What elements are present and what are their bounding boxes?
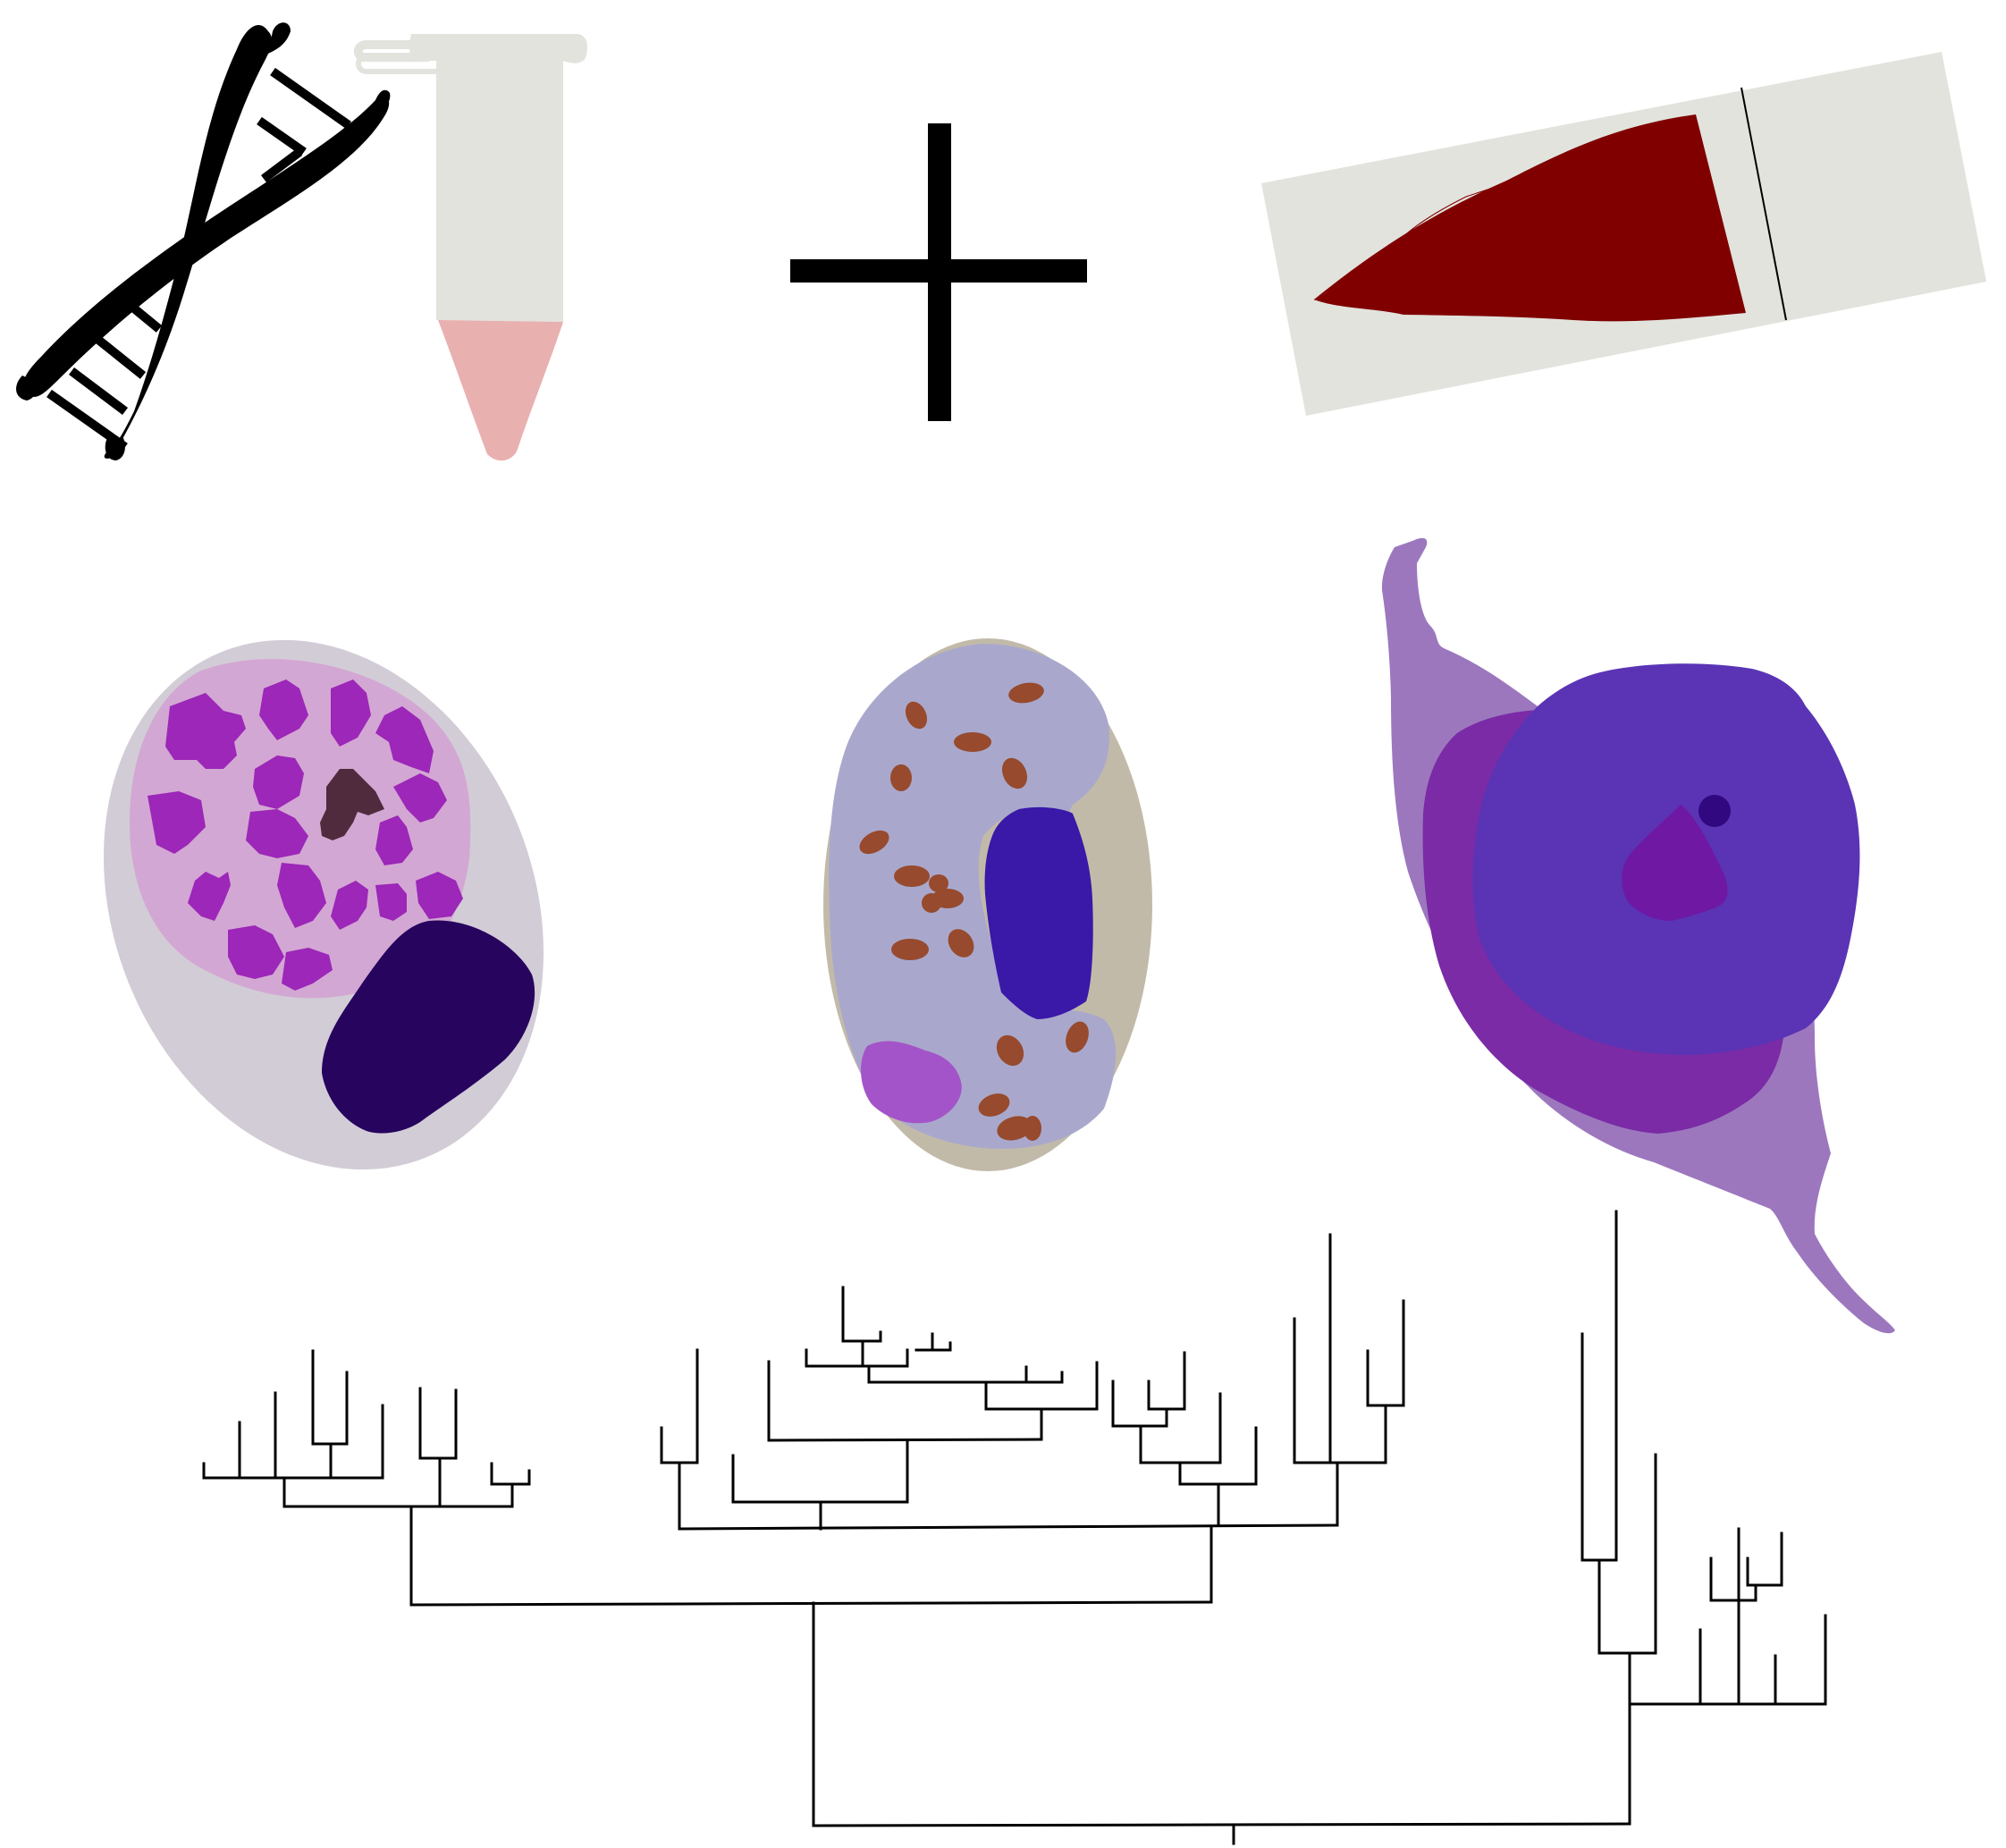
slide-label-line — [1740, 87, 1787, 321]
granule — [996, 1034, 1024, 1067]
dna-rungs — [46, 67, 351, 451]
dna-strand-1-cap — [268, 22, 291, 54]
dna-strand-2 — [22, 96, 390, 397]
cell3-inner-body — [1622, 805, 1728, 921]
granule — [228, 925, 284, 979]
granule — [922, 893, 941, 913]
tree-branch — [678, 1523, 1339, 1531]
thrombocyte-like-cell-icon — [1381, 537, 1895, 1334]
cell2-granules — [859, 682, 1089, 1141]
granule — [416, 872, 463, 919]
dna-strand-2-cap — [375, 89, 391, 109]
granule — [1024, 1116, 1041, 1141]
granule — [859, 830, 889, 855]
cell2-lilac-cluster — [861, 1041, 962, 1124]
cell1-granules — [148, 679, 463, 991]
eosinophil-like-cell-icon — [823, 638, 1152, 1171]
granule — [253, 755, 304, 809]
tree-branch — [767, 1438, 1043, 1442]
granule — [1001, 757, 1028, 789]
granule — [375, 706, 434, 773]
granule — [148, 791, 206, 854]
granule — [997, 1116, 1032, 1141]
granule — [331, 881, 368, 930]
microcentrifuge-tube-icon — [353, 34, 587, 461]
granule — [165, 693, 246, 769]
cell1-inclusion — [320, 769, 384, 840]
granule — [891, 939, 929, 960]
granule — [277, 863, 326, 928]
cell3-nucleolus — [1698, 795, 1731, 827]
plus-horizontal-bar — [790, 259, 1087, 283]
dna-strand-1-end — [105, 438, 125, 460]
tree-branch — [409, 1600, 1213, 1607]
blood-smear — [1314, 114, 1746, 322]
granule — [1008, 682, 1044, 704]
smear-tip — [1314, 179, 1511, 300]
phylogenetic-tree-icon — [202, 1210, 1827, 1845]
granule — [375, 815, 413, 865]
granule — [905, 701, 928, 730]
cell1-nucleus — [322, 920, 535, 1134]
granule — [393, 773, 447, 823]
tube-lid-tab — [356, 53, 438, 74]
tree-branch — [812, 1822, 1631, 1827]
blood-smear-slide-icon — [1261, 52, 1986, 416]
granule — [929, 874, 948, 892]
tube-body — [436, 55, 563, 322]
granule — [948, 929, 974, 958]
granule — [954, 732, 991, 752]
granule — [978, 1093, 1010, 1117]
granule — [246, 809, 308, 858]
plus-sign-icon — [790, 123, 1087, 421]
granule — [375, 883, 407, 921]
smear-trailing-edge — [1313, 299, 1413, 310]
cell2-nucleus — [984, 806, 1093, 1019]
granule — [188, 872, 231, 921]
granule — [259, 679, 308, 740]
granule — [331, 679, 371, 747]
dna-strand-2-end — [16, 376, 40, 401]
granule — [282, 948, 333, 991]
granule — [1066, 1021, 1089, 1053]
tube-liquid — [438, 320, 563, 461]
dna-double-helix-icon — [16, 22, 391, 460]
granulocyte-cell-icon — [103, 639, 544, 1170]
granule — [894, 865, 930, 887]
granule — [890, 764, 912, 791]
